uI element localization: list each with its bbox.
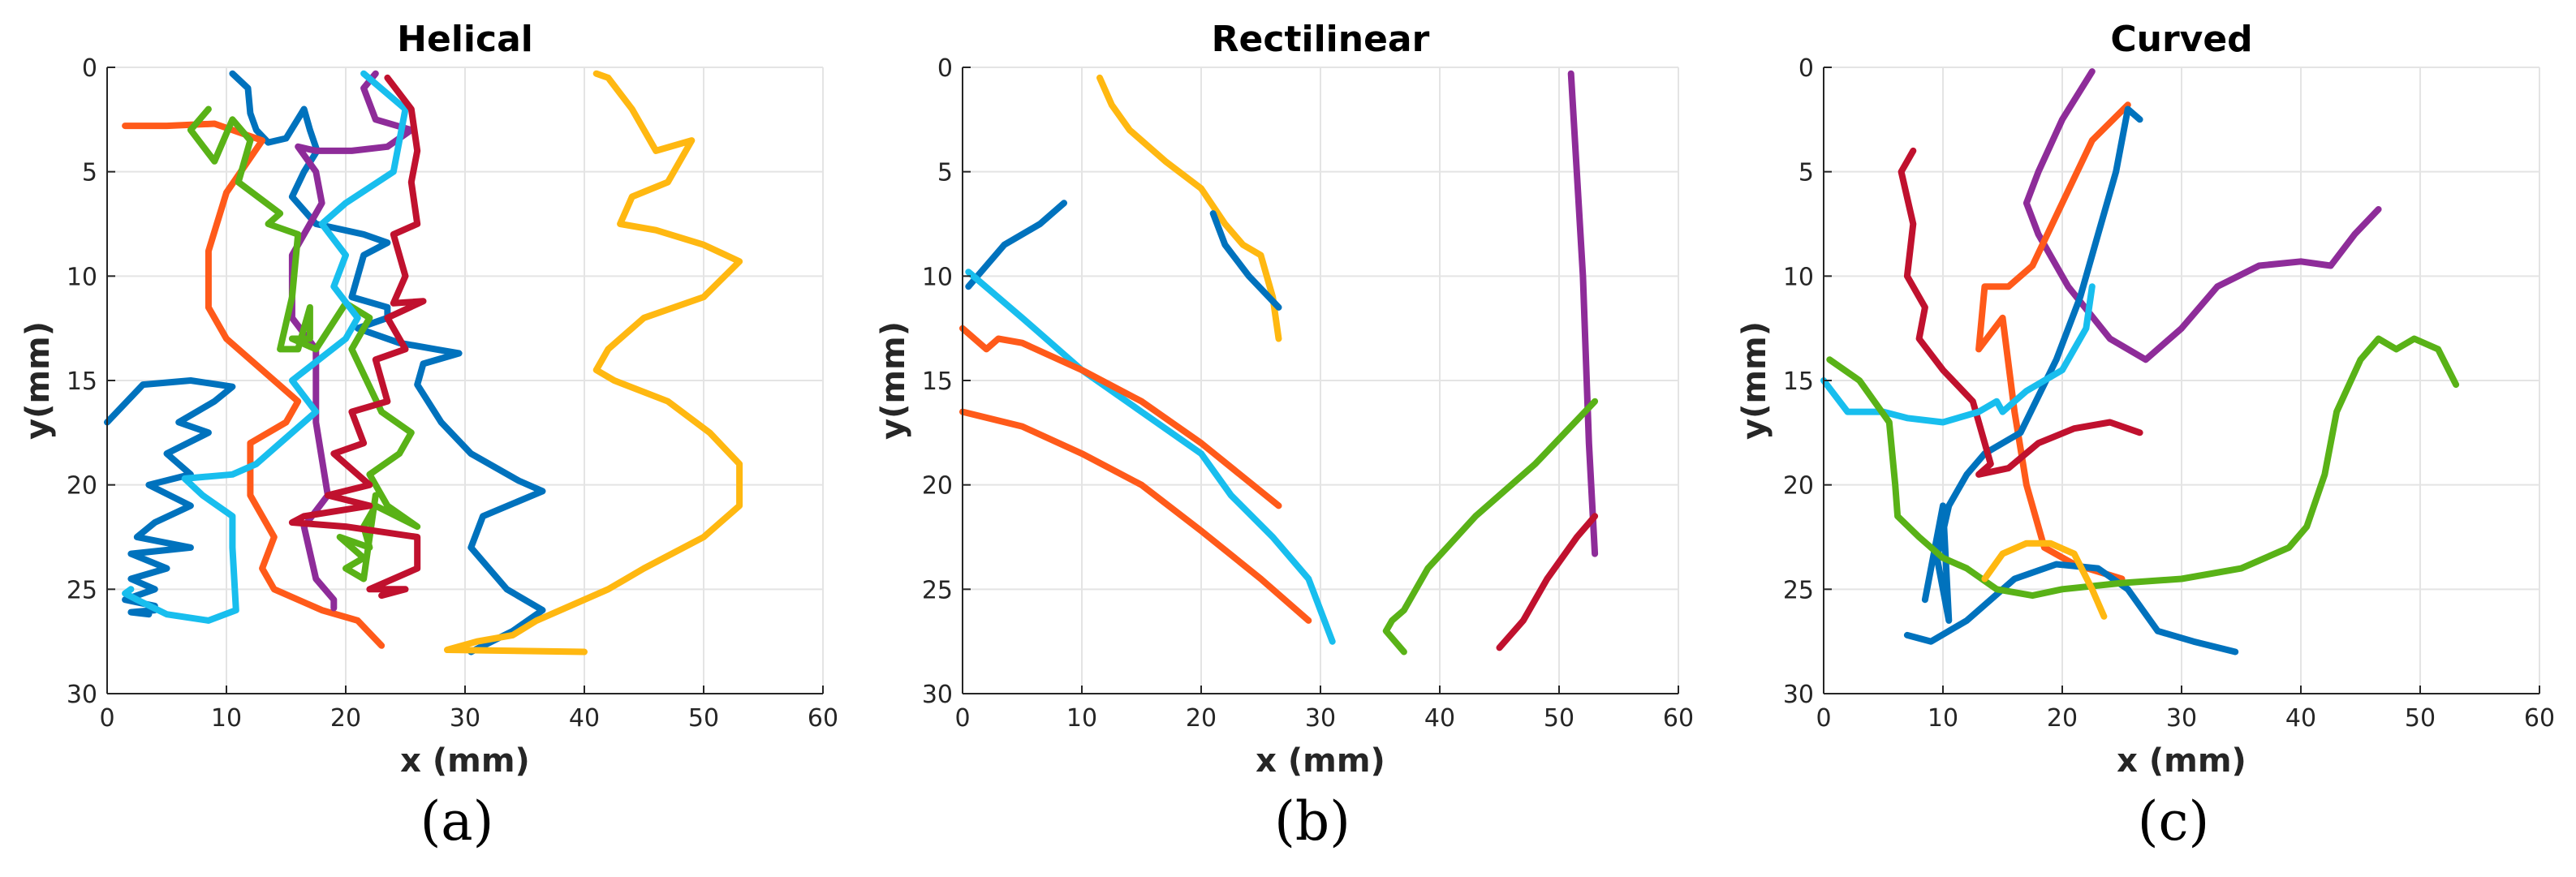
x-tick-label: 40: [1424, 704, 1455, 733]
y-tick-label: 20: [1783, 472, 1814, 501]
series-line-blue-1: [229, 70, 546, 656]
x-tick-label: 0: [1816, 704, 1831, 733]
y-tick-label: 0: [82, 54, 97, 83]
y-tick-label: 30: [67, 681, 97, 709]
x-tick-label: 20: [2047, 704, 2078, 733]
series-line-purple: [2022, 68, 2382, 363]
y-tick-label: 25: [67, 576, 97, 604]
series-line-cyan: [122, 70, 409, 624]
x-tick-label: 60: [1663, 704, 1694, 733]
series-line-red: [1898, 147, 2143, 478]
series-line-orange-1: [959, 325, 1282, 509]
series-line-orange: [1975, 101, 2131, 583]
x-tick-label: 10: [211, 704, 242, 733]
x-tick-label: 10: [1066, 704, 1097, 733]
y-tick-label: 30: [1783, 681, 1814, 709]
y-tick-label: 20: [922, 472, 953, 501]
series-line-yellow: [1096, 74, 1282, 342]
y-tick-label: 15: [1783, 368, 1814, 396]
y-tick-label: 15: [922, 368, 953, 396]
series-line-blue-1: [965, 200, 1067, 290]
chart-panel-1: 0 10 20 30 40 50 60 0 5 10 15 20 25 30 Helical x (mm) y(…: [19, 19, 838, 853]
series-line-blue-2: [104, 377, 236, 618]
series-line-cyan: [1820, 283, 2096, 426]
y-tick-label: 25: [922, 576, 953, 604]
chart-title: Rectilinear: [1212, 19, 1430, 60]
series-line-blue-1: [1921, 105, 2143, 624]
series-line-green: [1826, 335, 2460, 600]
chart-title: Helical: [397, 19, 533, 60]
chart-panel-3: 0 10 20 30 40 50 60 0 5 10 15 20 25 30 Curved x (mm) y(m…: [1736, 19, 2555, 853]
x-tick-label: 50: [688, 704, 719, 733]
series-line-red: [1496, 513, 1599, 651]
y-axis-label: y(mm): [1736, 321, 1773, 440]
y-tick-label: 5: [1798, 159, 1814, 187]
series-line-orange: [122, 120, 386, 649]
x-tick-label: 60: [808, 704, 838, 733]
x-axis-label: x (mm): [1256, 742, 1385, 780]
x-axis-label: x (mm): [2117, 742, 2246, 780]
x-tick-label: 0: [954, 704, 970, 733]
x-tick-label: 40: [2285, 704, 2316, 733]
series-line-green: [1382, 398, 1599, 656]
y-tick-label: 25: [1783, 576, 1814, 604]
y-tick-label: 0: [937, 54, 953, 83]
y-tick-label: 5: [937, 159, 953, 187]
x-tick-label: 50: [1544, 704, 1574, 733]
x-axis-label: x (mm): [400, 742, 530, 780]
panel-label: (c): [2138, 790, 2209, 853]
y-tick-label: 15: [67, 368, 97, 396]
series-line-cyan: [965, 269, 1336, 645]
x-tick-label: 30: [450, 704, 480, 733]
y-tick-label: 10: [922, 263, 953, 291]
y-tick-label: 30: [922, 681, 953, 709]
y-tick-label: 20: [67, 472, 97, 501]
y-tick-label: 10: [67, 263, 97, 291]
series-line-blue-2: [1209, 210, 1282, 311]
chart-panel-2: 0 10 20 30 40 50 60 0 5 10 15 20 25 30 Rectilinear x (m…: [875, 19, 1694, 853]
y-axis-label: y(mm): [19, 321, 57, 440]
y-tick-label: 0: [1798, 54, 1814, 83]
chart-title: Curved: [2110, 19, 2252, 60]
x-tick-label: 10: [1928, 704, 1958, 733]
x-tick-label: 20: [330, 704, 361, 733]
series-line-purple: [1567, 70, 1599, 557]
y-tick-label: 5: [82, 159, 97, 187]
y-tick-label: 10: [1783, 263, 1814, 291]
x-tick-label: 20: [1186, 704, 1217, 733]
x-tick-label: 0: [99, 704, 114, 733]
x-tick-label: 30: [1305, 704, 1336, 733]
x-tick-label: 50: [2405, 704, 2436, 733]
x-tick-label: 30: [2166, 704, 2197, 733]
series-line-orange-2: [959, 408, 1312, 624]
x-tick-label: 60: [2524, 704, 2555, 733]
series-line-yellow: [444, 70, 743, 656]
series-line-yellow: [1981, 540, 2108, 620]
y-axis-label: y(mm): [875, 321, 912, 440]
x-tick-label: 40: [569, 704, 600, 733]
series-line-red: [288, 74, 427, 600]
panel-label: (b): [1274, 790, 1350, 853]
panel-label: (a): [420, 790, 494, 853]
